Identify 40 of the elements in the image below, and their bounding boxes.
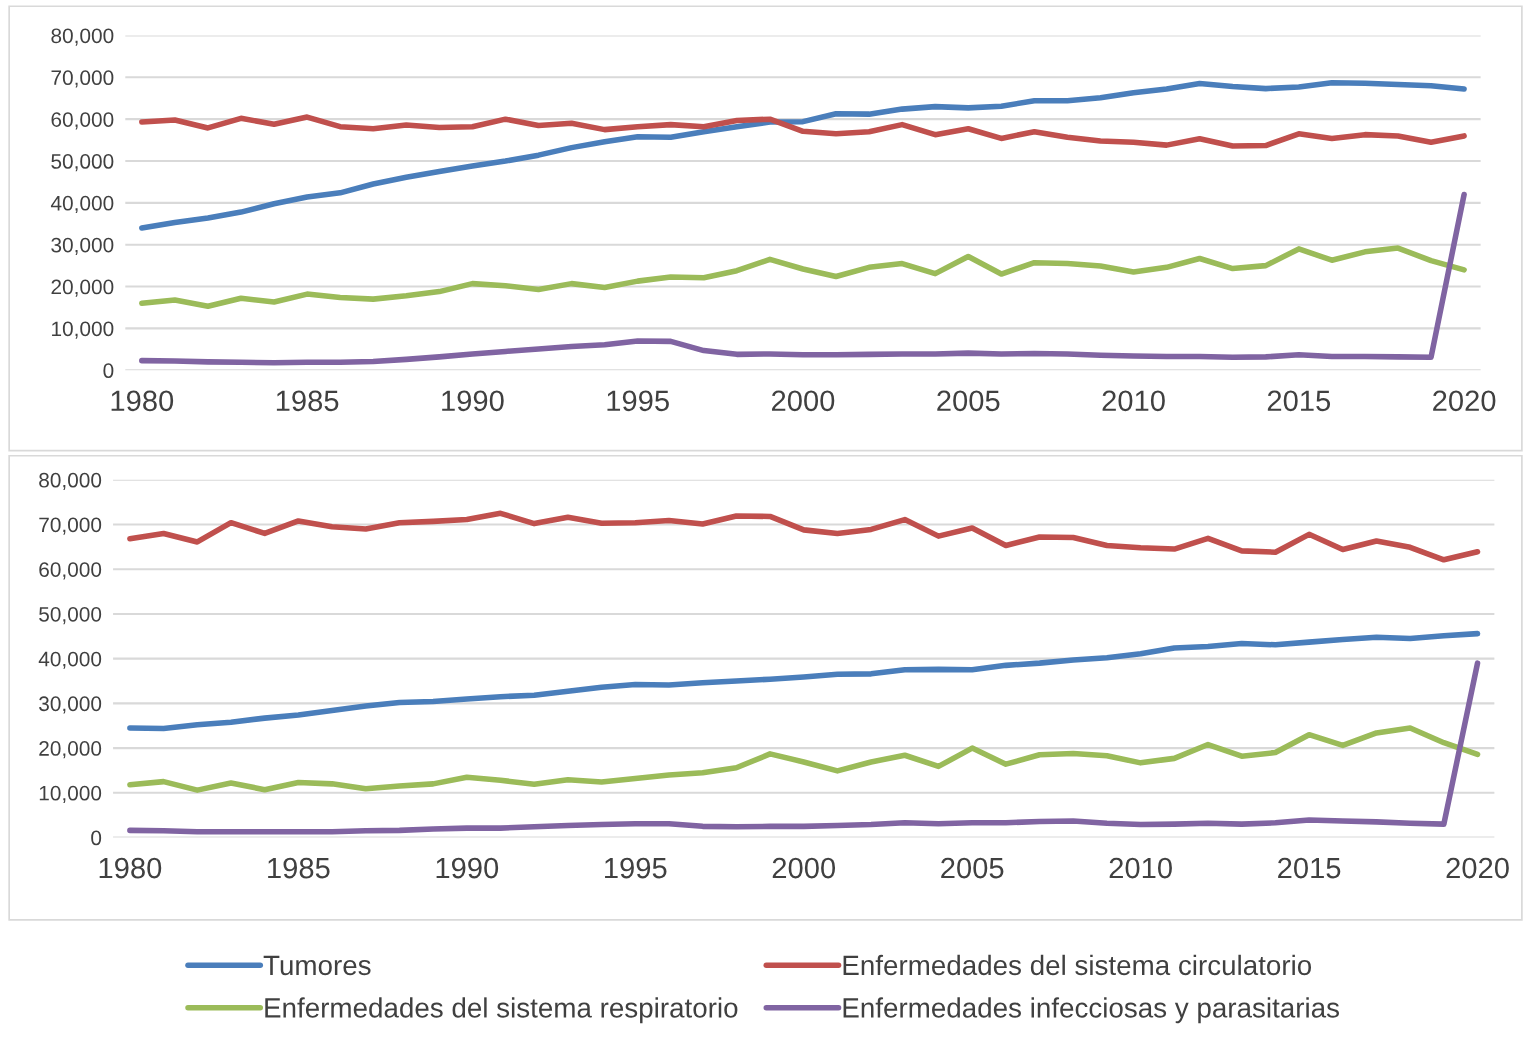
x-tick-label: 1985 — [276, 390, 339, 412]
x-tick-label: 2000 — [771, 390, 835, 412]
y-tick-label: 20,000 — [51, 279, 114, 297]
y-tick-label: 70,000 — [39, 517, 102, 535]
x-tick-label: 2005 — [941, 857, 1004, 879]
x-tick-label: 1980 — [111, 390, 174, 412]
y-tick-label: 60,000 — [51, 112, 114, 130]
x-tick-label: 2000 — [772, 857, 836, 879]
x-tick-label: 1990 — [436, 857, 499, 879]
y-tick-label: 80,000 — [39, 472, 102, 490]
x-tick-label: 1995 — [607, 390, 669, 412]
y-tick-label: 0 — [103, 363, 114, 379]
y-tick-label: 0 — [91, 830, 102, 846]
x-tick-label: 2010 — [1102, 390, 1165, 412]
x-tick-label: 2020 — [1433, 390, 1496, 412]
y-tick-label: 50,000 — [39, 606, 102, 625]
y-tick-label: 10,000 — [52, 321, 114, 339]
y-tick-label: 70,000 — [51, 70, 114, 88]
x-tick-label: 2020 — [1446, 857, 1509, 879]
y-tick-label: 10,000 — [39, 785, 102, 804]
x-tick-label: 2015 — [1267, 390, 1331, 412]
legend-label: Enfermedades del sistema circulatorio — [843, 954, 1312, 976]
x-tick-label: 1990 — [442, 390, 504, 412]
x-tick-label: 1995 — [605, 857, 667, 879]
y-tick-label: 50,000 — [51, 154, 114, 172]
x-tick-label: 1980 — [99, 857, 162, 879]
legend-label: Enfermedades del sistema respiratorio — [265, 997, 738, 1024]
y-tick-label: 30,000 — [51, 237, 114, 255]
y-tick-label: 20,000 — [39, 741, 102, 759]
legend-label: Enfermedades infecciosas y parasitarias — [843, 997, 1339, 1024]
x-tick-label: 2010 — [1109, 857, 1172, 879]
y-tick-label: 30,000 — [39, 696, 102, 714]
legend-label: Tumores — [263, 955, 371, 976]
y-tick-label: 40,000 — [50, 195, 114, 214]
x-tick-label: 2005 — [937, 390, 1000, 412]
x-tick-label: 1985 — [268, 857, 330, 879]
y-tick-label: 60,000 — [39, 562, 102, 580]
y-tick-label: 80,000 — [51, 28, 114, 46]
y-tick-label: 40,000 — [38, 651, 102, 669]
x-tick-label: 2015 — [1278, 857, 1341, 879]
